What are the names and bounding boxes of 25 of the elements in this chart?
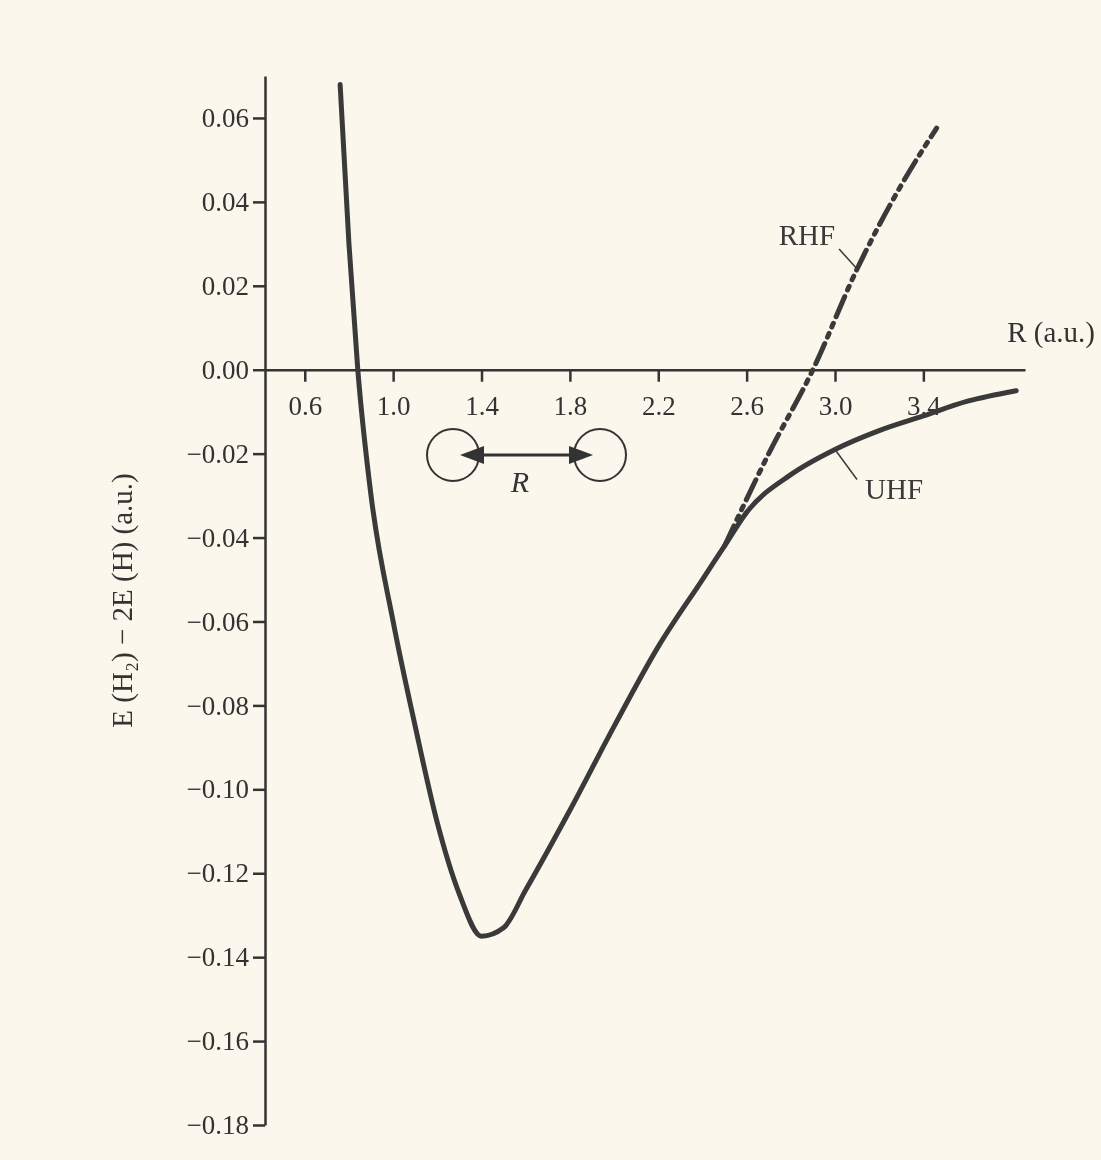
y-tick-label: −0.16 bbox=[186, 1026, 249, 1057]
x-tick-label: 2.6 bbox=[730, 391, 764, 422]
y-tick-label: −0.02 bbox=[186, 438, 249, 469]
x-tick-label: 2.2 bbox=[641, 391, 676, 422]
x-axis-title: R (a.u.) bbox=[1007, 315, 1095, 349]
x-tick-label: 1.0 bbox=[376, 391, 411, 422]
series-label: RHF bbox=[778, 219, 836, 252]
x-tick-label: 3.0 bbox=[818, 391, 853, 422]
x-tick-label: 1.8 bbox=[553, 391, 588, 422]
y-tick-label: 0.04 bbox=[201, 187, 250, 218]
y-tick-label: −0.04 bbox=[186, 522, 250, 553]
annotation: R bbox=[509, 465, 530, 498]
legend-label: UHF bbox=[865, 473, 924, 506]
x-tick-label: 0.6 bbox=[288, 391, 323, 422]
y-tick-label: −0.18 bbox=[186, 1110, 249, 1141]
y-tick-label: −0.12 bbox=[186, 858, 249, 889]
x-tick-label: 1.4 bbox=[465, 391, 500, 422]
y-tick-label: −0.08 bbox=[186, 690, 249, 721]
y-axis-title: E (H₂) − 2E (H) (a.u.) bbox=[106, 473, 139, 728]
y-tick-label: −0.10 bbox=[186, 774, 249, 805]
y-tick-label: 0.02 bbox=[201, 270, 249, 301]
y-tick-label: −0.14 bbox=[186, 942, 250, 973]
y-tick-label: 0.06 bbox=[201, 103, 249, 134]
y-tick-label: 0.00 bbox=[201, 354, 249, 385]
y-tick-label: −0.06 bbox=[186, 606, 249, 637]
